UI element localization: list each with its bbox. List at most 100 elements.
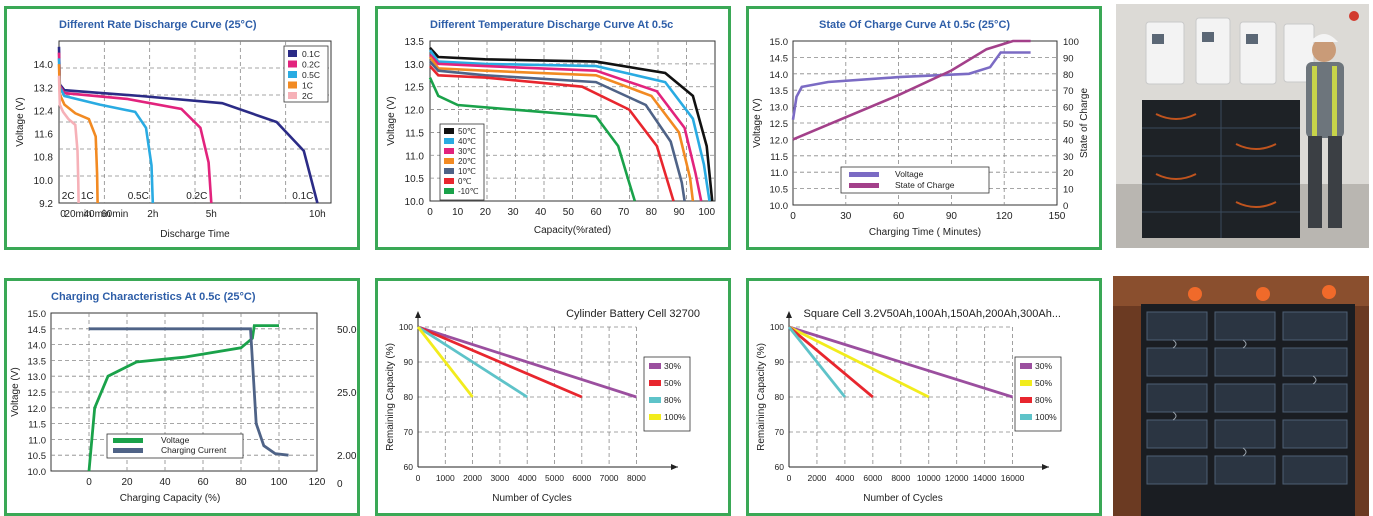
series-line-50℃ [429, 47, 714, 202]
y-tick-label: 12.0 [28, 404, 47, 415]
y-tick-label: 11.5 [28, 420, 46, 431]
chart-state-of-charge-svg: State Of Charge Curve At 0.5c (25°C) 10.0… [752, 19, 1090, 238]
series-line-30% [788, 325, 1014, 399]
x-tick-label: 30 [840, 211, 852, 222]
x-tick-label: 4000 [835, 473, 854, 483]
legend-swatch [649, 414, 661, 420]
y-tick-label: 14.0 [34, 60, 54, 71]
installation-photo-battery-rack [1113, 276, 1369, 516]
y-tick-label: 12.4 [34, 106, 54, 117]
y-right-tick-label: 0 [1063, 201, 1068, 212]
x-tick-label: 0 [86, 477, 92, 488]
x-tick-label: 40min [83, 209, 110, 220]
series-line-80% [788, 325, 874, 399]
series-line-20℃ [428, 56, 695, 202]
chart-title: Different Rate Discharge Curve (25°C) [59, 19, 257, 31]
x-tick-label: 5h [206, 209, 217, 220]
legend-swatch [444, 188, 454, 194]
series-end-label: 0.2C [186, 191, 207, 202]
y-right-tick-label: 90 [1063, 53, 1074, 64]
legend-swatch [849, 183, 879, 188]
legend-label: 1C [302, 81, 313, 91]
y-right-tick-label: 10 [1063, 185, 1074, 196]
y-tick-label: 12.5 [405, 83, 425, 94]
x-tick-label: 7000 [600, 473, 619, 483]
legend-swatch [1020, 380, 1032, 386]
y-right-tick-label: 25.00 [337, 388, 357, 399]
legend-label: 30℃ [458, 147, 476, 156]
series-line-30℃ [429, 53, 703, 202]
legend-swatch [444, 138, 454, 144]
chart-square-cycles-svg: Square Cell 3.2V50Ah,100Ah,150Ah,200Ah,3… [756, 308, 1062, 504]
legend-label: 100% [664, 412, 686, 422]
y-tick-label: 100 [770, 322, 784, 332]
x-axis-label: Charging Time ( Minutes) [869, 227, 981, 238]
legend-swatch [1020, 397, 1032, 403]
x-tick-label: 0 [787, 473, 792, 483]
series-line-Voltage [87, 324, 279, 472]
x-tick-label: 0 [60, 209, 66, 220]
y-tick-label: 80 [775, 392, 785, 402]
legend-swatch [444, 168, 454, 174]
x-axis-label: Number of Cycles [492, 493, 571, 504]
y-tick-label: 13.5 [28, 356, 47, 367]
x-tick-label: 50 [563, 207, 575, 218]
legend-label: Voltage [895, 169, 924, 179]
y-right-tick-label: 2.00 [337, 451, 357, 462]
y-right-tick-label: 50.00 [337, 325, 357, 336]
y-tick-label: 11.5 [770, 152, 788, 163]
chart-temperature-discharge: Different Temperature Discharge Curve At… [375, 6, 731, 250]
y-tick-label: 10.0 [770, 201, 789, 212]
legend-swatch [444, 158, 454, 164]
y-tick-label: 14.5 [28, 325, 47, 336]
y-tick-label: 10.0 [405, 197, 425, 208]
series-line-40℃ [428, 49, 711, 202]
chart-title: Square Cell 3.2V50Ah,100Ah,150Ah,200Ah,3… [804, 308, 1061, 320]
chart-title: State Of Charge Curve At 0.5c (25°C) [819, 19, 1010, 31]
y-right-tick-label: 100 [1063, 37, 1079, 48]
x-tick-label: 2h [147, 209, 158, 220]
series-line-10℃ [429, 60, 686, 202]
x-tick-label: 6000 [863, 473, 882, 483]
legend-label: 30% [1035, 361, 1052, 371]
y-tick-label: 10.0 [28, 467, 47, 478]
x-tick-label: 150 [1049, 211, 1066, 222]
y-axis-label: Voltage (V) [386, 96, 397, 145]
series-line-2C [57, 75, 80, 204]
legend-label: 20℃ [458, 157, 476, 166]
y-tick-label: 12.0 [770, 135, 789, 146]
series-end-label: 2C [62, 191, 75, 202]
y-tick-label: 11.0 [28, 435, 46, 446]
x-tick-label: 14000 [973, 473, 997, 483]
legend-label: 30% [664, 361, 681, 371]
y-axis-label: Remaining Capacity (%) [756, 343, 767, 451]
chart-rate-discharge-svg: Different Rate Discharge Curve (25°C) 9.2… [15, 19, 332, 240]
series-line-100% [787, 326, 846, 398]
x-tick-label: 100 [271, 477, 288, 488]
y-tick-label: 12.5 [28, 388, 47, 399]
y-tick-label: 12.0 [405, 106, 425, 117]
x-tick-label: 60 [590, 207, 602, 218]
series-line-0℃ [429, 65, 675, 202]
y-tick-label: 14.0 [770, 70, 789, 81]
y-tick-label: 11.0 [405, 151, 424, 162]
legend-swatch [849, 172, 879, 177]
x-tick-label: 16000 [1001, 473, 1025, 483]
series-line--10℃ [428, 77, 637, 202]
legend-label: 0.2C [302, 60, 320, 70]
legend-label: 50% [664, 378, 681, 388]
series-line-80% [417, 325, 528, 399]
chart-temperature-discharge-svg: Different Temperature Discharge Curve At… [386, 19, 716, 236]
series-line-Charging Current [89, 327, 289, 457]
legend-label: 0.5C [302, 70, 320, 80]
y-tick-label: 13.5 [770, 86, 789, 97]
chart-title: Different Temperature Discharge Curve At… [430, 19, 673, 31]
x-tick-label: 120 [996, 211, 1013, 222]
y-tick-label: 70 [404, 427, 414, 437]
x-tick-label: 12000 [945, 473, 969, 483]
y-tick-label: 11.5 [405, 128, 424, 139]
x-tick-label: 100 [698, 207, 715, 218]
y-axis-label: Voltage (V) [15, 97, 26, 146]
chart-cylinder-cycles: Cylinder Battery Cell 32700 60 70 80 90 100 0 1… [375, 278, 731, 516]
